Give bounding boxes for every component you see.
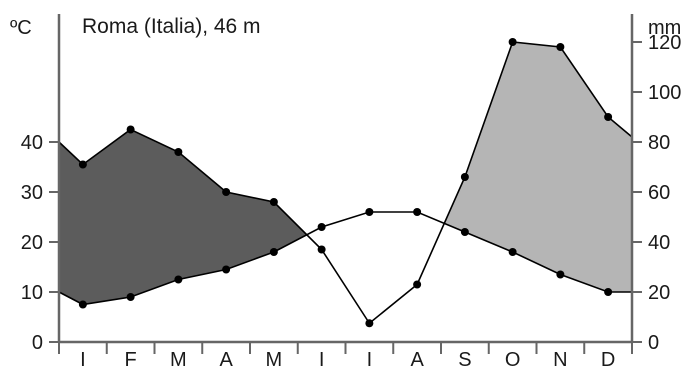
- temperature-point: [365, 208, 374, 216]
- data-points: [78, 38, 613, 328]
- left-tick-label: 40: [21, 132, 43, 154]
- month-label: A: [410, 349, 424, 368]
- month-label: D: [601, 349, 615, 368]
- temperature-point: [317, 223, 326, 231]
- right-tick-label: 60: [648, 182, 670, 204]
- left-tick-label: 10: [21, 282, 43, 304]
- temperature-line: [58, 211, 632, 306]
- precipitation-point: [508, 38, 517, 46]
- right-tick-label: 80: [648, 132, 670, 154]
- temperature-point: [604, 288, 613, 296]
- temperature-point: [222, 265, 231, 274]
- area-fills: [59, 42, 632, 305]
- temperature-point: [508, 248, 517, 256]
- precipitation-point: [604, 113, 613, 121]
- left-axis-unit: ºC: [10, 17, 32, 39]
- temperature-point: [413, 208, 422, 216]
- month-label: I: [319, 349, 325, 368]
- precipitation-point: [556, 43, 565, 51]
- precipitation-line: [58, 41, 633, 325]
- chart-title: Roma (Italia), 46 m: [82, 15, 261, 38]
- left-tick-label: 20: [21, 232, 43, 254]
- precipitation-point: [365, 319, 374, 328]
- precipitation-point: [460, 173, 469, 181]
- precipitation-point: [126, 125, 135, 134]
- right-tick-label: 100: [648, 82, 681, 104]
- precipitation-point: [317, 245, 326, 254]
- temperature-point: [460, 228, 469, 236]
- precipitation-point: [269, 198, 278, 206]
- axis-ticks: 0 10 20 30 40 0 20 40 60 80 100 120 I F M A M I I A S O N D: [21, 32, 682, 368]
- precipitation-point: [222, 188, 231, 196]
- month-label: F: [125, 349, 137, 368]
- precipitation-point: [78, 160, 87, 169]
- precipitation-point: [174, 148, 183, 156]
- left-tick-label: 30: [21, 182, 43, 204]
- month-label: N: [553, 349, 567, 368]
- temperature-point: [126, 293, 135, 301]
- month-label: O: [505, 349, 521, 368]
- temperature-point: [174, 275, 183, 284]
- left-tick-label: 0: [32, 332, 43, 354]
- month-label: A: [219, 349, 233, 368]
- right-tick-label: 20: [648, 282, 670, 304]
- month-label: I: [367, 349, 373, 368]
- month-label: M: [266, 349, 283, 368]
- temperature-point: [556, 270, 565, 279]
- series-lines: [58, 41, 633, 325]
- right-tick-label: 0: [648, 332, 659, 354]
- month-label: M: [170, 349, 187, 368]
- month-label: S: [458, 349, 471, 368]
- right-tick-label: 120: [648, 32, 681, 54]
- autumn-precipitation-area: [444, 42, 632, 292]
- right-axis-unit: mm: [648, 17, 681, 39]
- right-tick-label: 40: [648, 232, 670, 254]
- precipitation-point: [413, 280, 422, 289]
- temperature-point: [78, 300, 87, 309]
- month-label: I: [80, 349, 86, 368]
- temperature-point: [269, 248, 278, 256]
